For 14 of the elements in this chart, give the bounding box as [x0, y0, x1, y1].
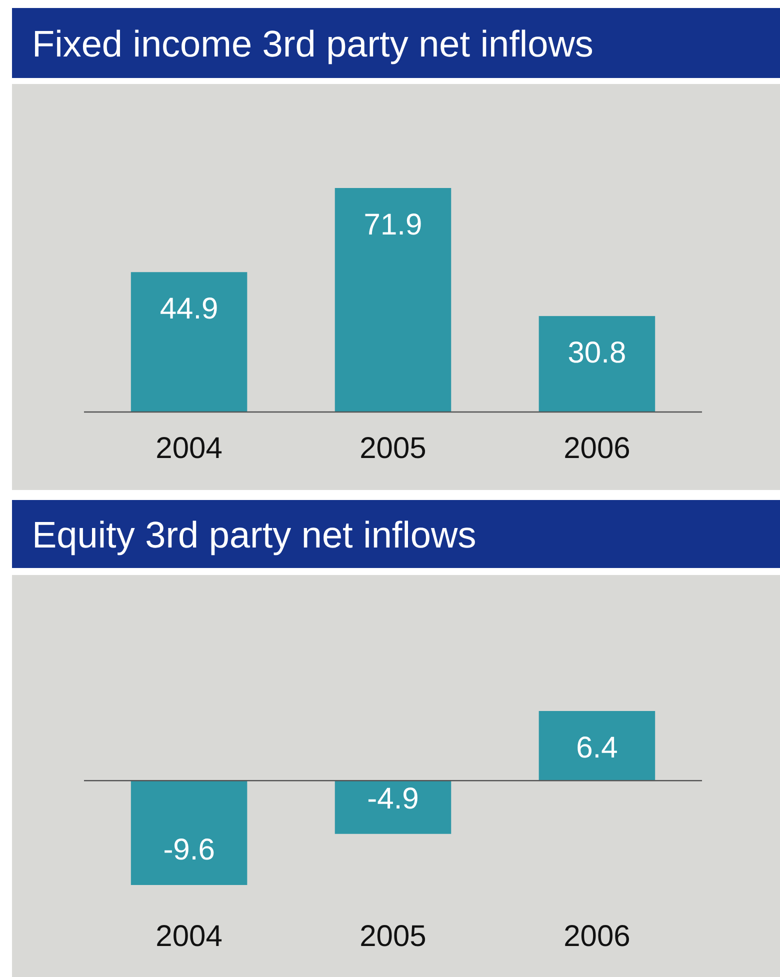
- x-tick-label: 2006: [564, 920, 630, 953]
- chart-title: Equity 3rd party net inflows: [32, 514, 476, 556]
- x-tick-label: 2006: [564, 432, 630, 465]
- data-label: 30.8: [568, 336, 626, 370]
- x-tick-label: 2004: [156, 920, 222, 953]
- chart-title: Fixed income 3rd party net inflows: [32, 23, 594, 64]
- x-tick-label: 2005: [360, 432, 426, 465]
- data-label: 6.4: [576, 732, 618, 764]
- data-label: -4.9: [367, 782, 419, 816]
- data-label: -9.6: [163, 834, 215, 866]
- x-tick-label: 2004: [156, 432, 222, 465]
- data-label: 44.9: [160, 292, 218, 326]
- data-label: 71.9: [364, 208, 422, 242]
- x-tick-label: 2005: [360, 920, 426, 953]
